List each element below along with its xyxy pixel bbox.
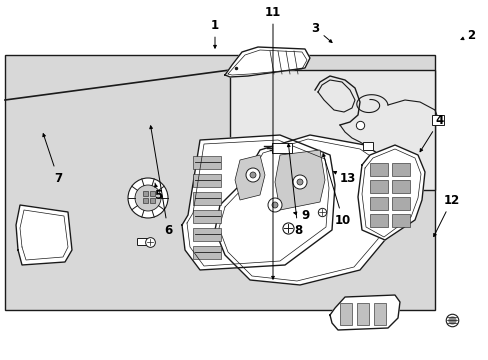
Text: 3: 3 (310, 22, 331, 42)
Bar (369, 197, 387, 210)
Bar (356, 303, 368, 325)
Bar (369, 180, 387, 193)
Circle shape (249, 172, 256, 178)
Text: 5: 5 (154, 183, 162, 202)
Circle shape (128, 178, 168, 218)
Text: 13: 13 (333, 171, 355, 185)
Circle shape (135, 185, 161, 211)
Polygon shape (357, 145, 424, 240)
Text: 8: 8 (287, 144, 302, 237)
Bar (391, 197, 409, 210)
Circle shape (267, 198, 282, 212)
Bar (229, 70, 434, 190)
Circle shape (271, 202, 278, 208)
Polygon shape (16, 205, 72, 265)
Bar (193, 174, 221, 187)
Circle shape (296, 179, 303, 185)
FancyBboxPatch shape (137, 239, 150, 246)
Bar (193, 210, 221, 223)
Bar (339, 303, 351, 325)
Polygon shape (274, 150, 325, 210)
Text: 1: 1 (210, 18, 219, 48)
Text: 11: 11 (264, 5, 281, 279)
Bar (142, 191, 148, 196)
Bar (193, 228, 221, 241)
Circle shape (292, 175, 306, 189)
Bar (150, 191, 155, 196)
Polygon shape (235, 155, 264, 200)
Bar (431, 115, 443, 125)
Text: 9: 9 (293, 208, 308, 221)
Polygon shape (215, 135, 399, 285)
Text: 6: 6 (149, 126, 172, 237)
Bar (373, 303, 385, 325)
Bar (193, 156, 221, 169)
Bar (5, 55, 434, 310)
Polygon shape (224, 47, 309, 77)
Bar (391, 180, 409, 193)
Bar (391, 163, 409, 176)
Text: 4: 4 (419, 113, 443, 152)
Bar (193, 246, 221, 259)
Bar (369, 214, 387, 227)
Polygon shape (329, 295, 399, 330)
Circle shape (245, 168, 260, 182)
Bar (150, 198, 155, 203)
Bar (369, 163, 387, 176)
Text: 7: 7 (42, 134, 62, 185)
Text: 2: 2 (460, 28, 474, 41)
Text: 10: 10 (322, 154, 350, 226)
Bar (142, 198, 148, 203)
Bar (193, 192, 221, 205)
Bar (391, 214, 409, 227)
Polygon shape (182, 135, 334, 270)
Bar (362, 142, 372, 150)
Text: 12: 12 (433, 194, 459, 237)
Bar (271, 143, 291, 153)
